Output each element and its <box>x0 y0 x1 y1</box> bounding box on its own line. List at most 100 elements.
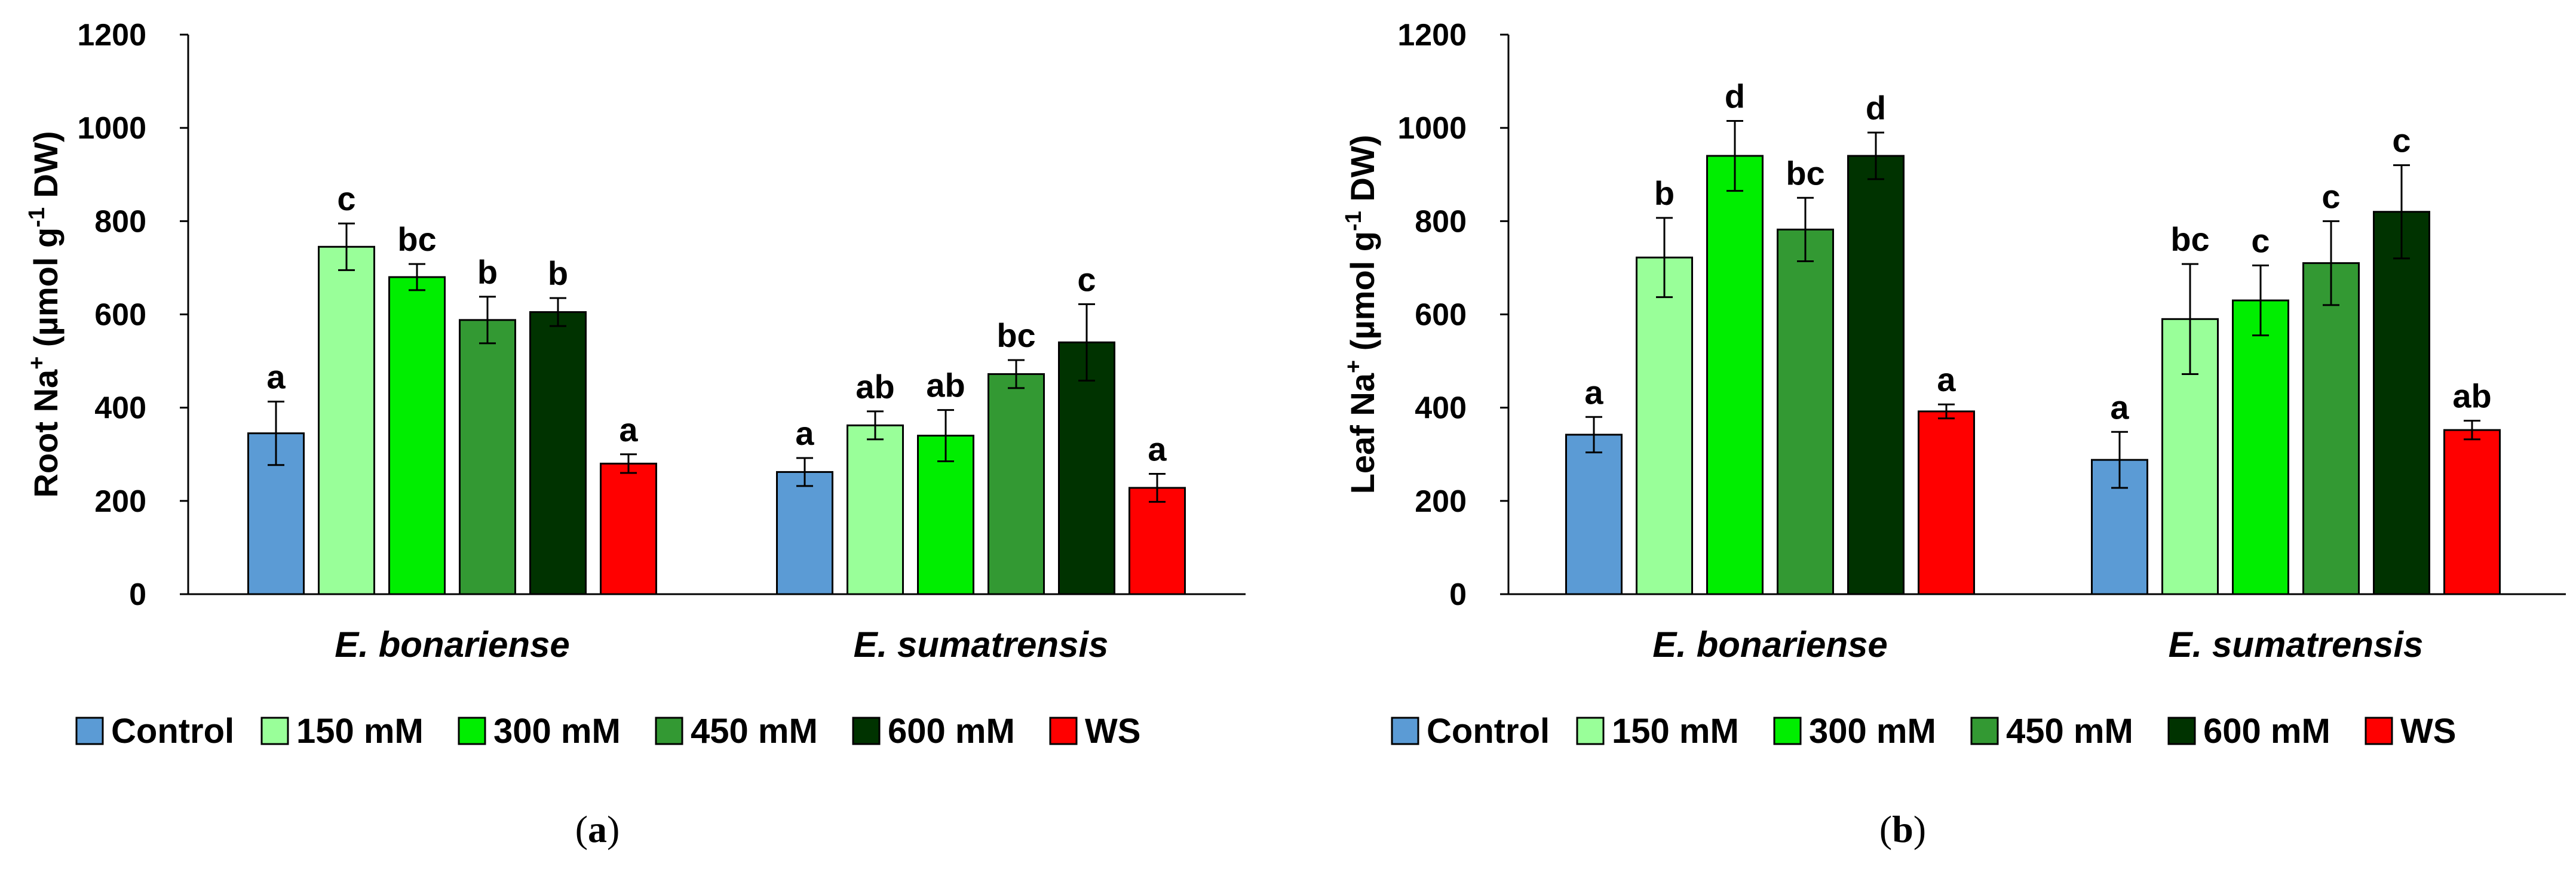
legend-label: Control <box>1427 712 1550 751</box>
y-tick-label: 600 <box>94 298 146 333</box>
significance-letter: d <box>1866 89 1886 127</box>
significance-letter: ab <box>2452 377 2491 415</box>
y-axis-title-main: Leaf Na <box>1344 373 1381 494</box>
y-tick-label: 400 <box>1415 391 1467 426</box>
y-tick-label: 400 <box>94 391 146 426</box>
legend-swatch <box>260 717 289 745</box>
y-tick-label: 800 <box>94 204 146 239</box>
y-tick-label: 1000 <box>77 111 146 146</box>
caption-letter: b <box>1892 808 1913 850</box>
bar-600-mm <box>529 311 587 595</box>
significance-letter: bc <box>1786 154 1824 192</box>
significance-letter: a <box>1148 431 1167 468</box>
bar-600-mm <box>1847 155 1905 595</box>
panel-b: 0 200 400 600 800 1000 1200 Leaf Na+ (µmol g-1 … <box>1341 18 2566 850</box>
panel-caption: (b) <box>1879 808 1926 850</box>
bar-ws <box>1128 487 1186 595</box>
significance-letter: d <box>1725 77 1745 115</box>
legend-label: Control <box>111 712 234 751</box>
y-axis-title: Root Na+ (µmol g-1 DW) <box>24 131 65 498</box>
legend-label: WS <box>1085 712 1140 751</box>
legend-swatch <box>655 717 683 745</box>
bar-450-mm <box>1777 228 1834 595</box>
legend-label: 450 mM <box>691 712 818 751</box>
caption-paren-open: ( <box>575 808 588 850</box>
legend-swatch <box>1391 717 1419 745</box>
legend-label: 300 mM <box>493 712 621 751</box>
significance-letter: c <box>2392 122 2411 159</box>
significance-letter: ab <box>926 367 965 404</box>
bar-150-mm <box>1636 256 1693 595</box>
bar-ws <box>2443 429 2501 595</box>
significance-letter: bc <box>996 316 1035 354</box>
significance-letter: c <box>337 180 355 217</box>
x-category-label: E. bonariense <box>1652 625 1887 665</box>
legend-label: 150 mM <box>296 712 424 751</box>
significance-letter: a <box>1584 373 1603 411</box>
y-tick-label: 200 <box>94 484 146 519</box>
significance-letter: a <box>2110 388 2129 426</box>
legend-label: 450 mM <box>2006 712 2133 751</box>
legend-swatch <box>2167 717 2196 745</box>
legend-label: 600 mM <box>888 712 1015 751</box>
panel-caption: (a) <box>575 808 620 850</box>
significance-letter: b <box>548 254 568 292</box>
legend-swatch <box>2365 717 2393 745</box>
y-tick-label: 1200 <box>1397 18 1467 53</box>
y-axis-title-end: DW) <box>1344 135 1381 211</box>
bar-150-mm <box>847 424 904 595</box>
y-axis-title-sup: -1 <box>24 207 50 228</box>
y-tick-label: 600 <box>1415 298 1467 333</box>
bar-450-mm <box>459 319 516 595</box>
significance-letter: ab <box>855 368 894 405</box>
y-axis-title-mid: (µmol g <box>27 228 65 356</box>
significance-letter: c <box>2251 222 2270 260</box>
legend-label: WS <box>2400 712 2456 751</box>
y-tick-label: 1000 <box>1397 111 1467 146</box>
y-tick-label: 800 <box>1415 204 1467 239</box>
significance-letter: c <box>2322 177 2340 215</box>
legend-label: 300 mM <box>1809 712 1936 751</box>
legend-swatch <box>458 717 486 745</box>
y-axis-title-main: Root Na <box>27 369 65 498</box>
y-axis-title-sup: + <box>24 356 50 370</box>
legend-label: 600 mM <box>2203 712 2330 751</box>
bar-ws <box>1918 410 1975 595</box>
legend-label: 150 mM <box>1612 712 1739 751</box>
legend-swatch <box>1576 717 1605 745</box>
bar-600-mm <box>1058 341 1115 595</box>
bar-600-mm <box>2373 211 2430 595</box>
significance-letter: bc <box>2170 220 2209 258</box>
bar-450-mm <box>988 373 1045 595</box>
significance-letter: b <box>1654 174 1675 212</box>
caption-letter: a <box>588 808 607 850</box>
y-axis-title-mid: (µmol g <box>1344 231 1381 360</box>
caption-paren-close: ) <box>607 808 620 850</box>
bar-300-mm <box>388 276 446 595</box>
legend-swatch <box>1049 717 1078 745</box>
bar-150-mm <box>318 245 375 595</box>
significance-letter: a <box>1937 361 1956 398</box>
y-axis-title-sup: + <box>1341 360 1366 373</box>
bar-300-mm <box>2232 299 2289 595</box>
x-category-label: E. bonariense <box>335 625 569 665</box>
y-tick-label: 0 <box>129 577 146 612</box>
y-tick-label: 0 <box>1449 577 1467 612</box>
bar-300-mm <box>1706 155 1764 595</box>
y-axis-title-sup: -1 <box>1341 211 1366 231</box>
x-category-label: E. sumatrensis <box>2169 625 2424 665</box>
panel-a: 0 200 400 600 800 1000 1200 Root Na+ (µmol g-1 … <box>24 18 1246 850</box>
significance-letter: bc <box>397 220 436 258</box>
bar-300-mm <box>917 435 974 595</box>
y-axis-title: Leaf Na+ (µmol g-1 DW) <box>1341 135 1381 494</box>
x-category-label: E. sumatrensis <box>854 625 1109 665</box>
y-tick-label: 200 <box>1415 484 1467 519</box>
y-tick-label: 1200 <box>77 18 146 53</box>
caption-paren-close: ) <box>1913 808 1926 850</box>
significance-letter: a <box>795 414 814 452</box>
legend-swatch <box>852 717 881 745</box>
significance-letter: a <box>619 411 638 448</box>
legend-swatch <box>1970 717 1999 745</box>
caption-paren-open: ( <box>1879 808 1892 850</box>
